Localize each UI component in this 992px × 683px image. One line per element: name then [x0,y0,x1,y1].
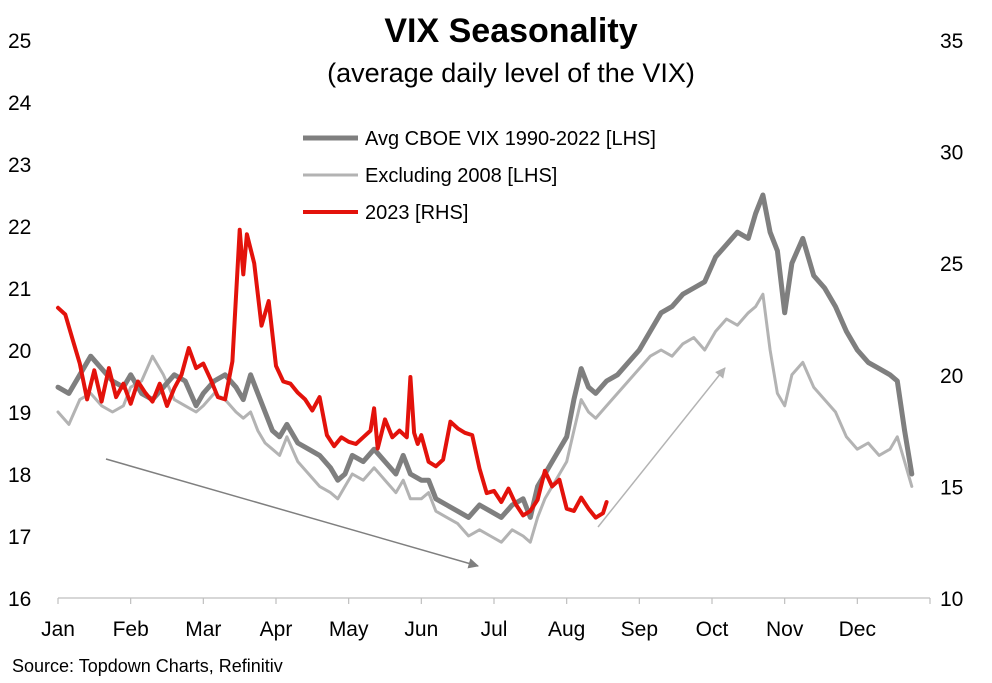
right-tick-label: 30 [940,142,963,165]
x-tick-label: Apr [260,618,293,641]
left-tick-label: 23 [8,154,31,177]
x-tick-label: Sep [621,618,658,641]
x-tick-label: May [329,618,369,641]
legend-label: 2023 [RHS] [365,202,468,224]
right-tick-label: 10 [940,588,963,611]
chart-title: VIX Seasonality [384,12,637,50]
series-layer [55,192,915,544]
down-trend-arrow [105,458,480,569]
left-tick-label: 21 [8,278,31,301]
left-tick-label: 20 [8,340,31,363]
legend-label: Avg CBOE VIX 1990-2022 [LHS] [365,128,656,150]
left-tick-label: 19 [8,402,31,425]
x-tick-label: Jan [41,618,75,641]
right-tick-label: 35 [940,30,963,53]
chart-subtitle: (average daily level of the VIX) [327,58,695,88]
left-tick-label: 22 [8,216,31,239]
trend-arrows [105,367,726,569]
left-tick-label: 17 [8,526,31,549]
left-tick-label: 18 [8,464,31,487]
chart-source: Source: Topdown Charts, Refinitiv [12,656,283,676]
x-tick-label: Jul [481,618,508,641]
left-tick-label: 16 [8,588,31,611]
x-tick-label: Jun [404,618,438,641]
x-tick-label: Oct [696,618,729,641]
left-tick-label: 24 [8,92,32,115]
legend-label: Excluding 2008 [LHS] [365,165,557,187]
x-tick-label: Feb [113,618,149,641]
right-tick-label: 15 [940,476,963,499]
x-tick-label: Mar [185,618,221,641]
series-line [56,292,914,544]
x-tick-label: Nov [766,618,804,641]
right-tick-label: 20 [940,365,963,388]
left-tick-label: 25 [8,30,31,53]
axes: Jan Feb Mar Apr May Jun Jul Aug Sep Oct Nov Dec 25 24… [8,30,963,641]
legend: Avg CBOE VIX 1990-2022 [LHS] Excluding 20… [303,128,656,224]
up-trend-arrow [597,367,726,528]
series-line [56,227,609,520]
right-tick-label: 25 [940,253,963,276]
x-tick-label: Dec [839,618,876,641]
x-tick-label: Aug [548,618,585,641]
